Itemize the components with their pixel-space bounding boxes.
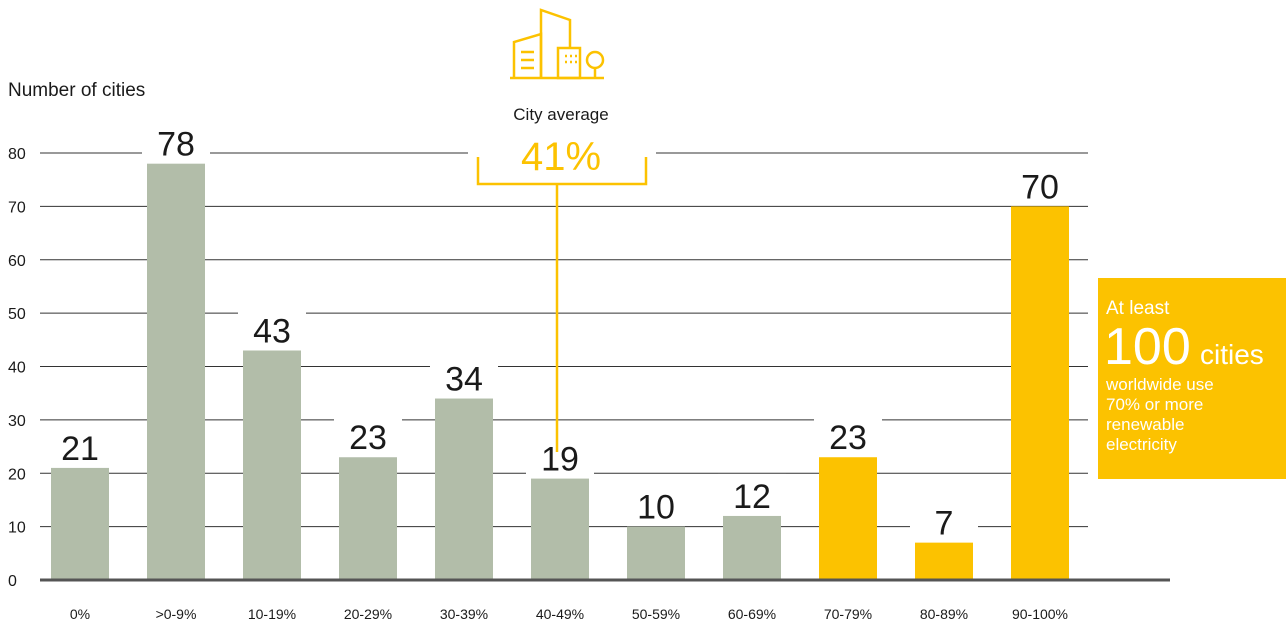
y-tick-label: 40 — [8, 360, 26, 377]
y-tick-label: 0 — [8, 573, 17, 590]
x-tick-label: 40-49% — [536, 606, 584, 622]
value-label: 23 — [349, 419, 387, 457]
x-tick-label: 10-19% — [248, 606, 296, 622]
bar — [1011, 206, 1069, 580]
value-label-bg — [46, 425, 114, 464]
y-tick-label: 10 — [8, 520, 26, 537]
x-tick-label: 20-29% — [344, 606, 392, 622]
bar — [531, 478, 589, 580]
value-label: 34 — [445, 361, 483, 399]
value-label: 21 — [61, 430, 99, 468]
value-label: 23 — [829, 419, 867, 457]
value-label: 70 — [1021, 168, 1059, 206]
value-label: 7 — [935, 505, 954, 543]
value-label-bg — [526, 436, 594, 475]
box-unit: cities — [1200, 339, 1264, 370]
box-line: renewable — [1106, 415, 1184, 434]
highlight-box — [1098, 278, 1286, 479]
y-axis-label: Number of cities — [8, 80, 145, 101]
y-tick-label: 60 — [8, 253, 26, 270]
value-label-bg — [622, 484, 690, 523]
bar — [723, 515, 781, 580]
box-line: 70% or more — [1106, 395, 1203, 414]
value-label: 43 — [253, 312, 291, 350]
x-tick-label: 30-39% — [440, 606, 488, 622]
bar — [915, 542, 973, 580]
box-line: electricity — [1106, 435, 1177, 454]
value-label-bg — [142, 121, 210, 160]
bar — [435, 398, 493, 580]
city-icon — [510, 8, 605, 80]
value-label-bg — [910, 500, 978, 539]
bar — [627, 526, 685, 580]
x-tick-label: 0% — [70, 606, 90, 622]
bar — [51, 467, 109, 580]
y-tick-label: 30 — [8, 413, 26, 430]
value-label-bg — [238, 308, 306, 347]
x-tick-label: 70-79% — [824, 606, 872, 622]
x-tick-label: 80-89% — [920, 606, 968, 622]
value-label-bg — [430, 356, 498, 395]
value-label-bg — [814, 415, 882, 454]
x-tick-label: >0-9% — [156, 606, 197, 622]
callout-gap — [468, 130, 656, 182]
value-label-bg — [718, 473, 786, 512]
box-number: 100 — [1104, 318, 1191, 376]
bar — [819, 457, 877, 580]
bar — [339, 457, 397, 580]
callout-value: 41% — [521, 135, 601, 179]
x-tick-label: 90-100% — [1012, 606, 1068, 622]
value-label: 12 — [733, 478, 771, 516]
callout-label: City average — [513, 105, 608, 124]
x-tick-label: 60-69% — [728, 606, 776, 622]
value-label-bg — [1006, 164, 1074, 203]
y-tick-label: 70 — [8, 199, 26, 216]
box-lead: At least — [1106, 298, 1170, 319]
x-tick-label: 50-59% — [632, 606, 680, 622]
box-line: worldwide use — [1105, 375, 1214, 394]
value-label: 19 — [541, 441, 579, 479]
value-label: 10 — [637, 489, 675, 527]
value-label: 78 — [157, 126, 195, 164]
bar — [147, 163, 205, 581]
bar — [243, 350, 301, 580]
y-tick-label: 20 — [8, 466, 26, 483]
y-tick-label: 80 — [8, 146, 26, 163]
callout-bracket — [476, 157, 648, 452]
value-label-bg — [334, 415, 402, 454]
y-tick-label: 50 — [8, 306, 26, 323]
